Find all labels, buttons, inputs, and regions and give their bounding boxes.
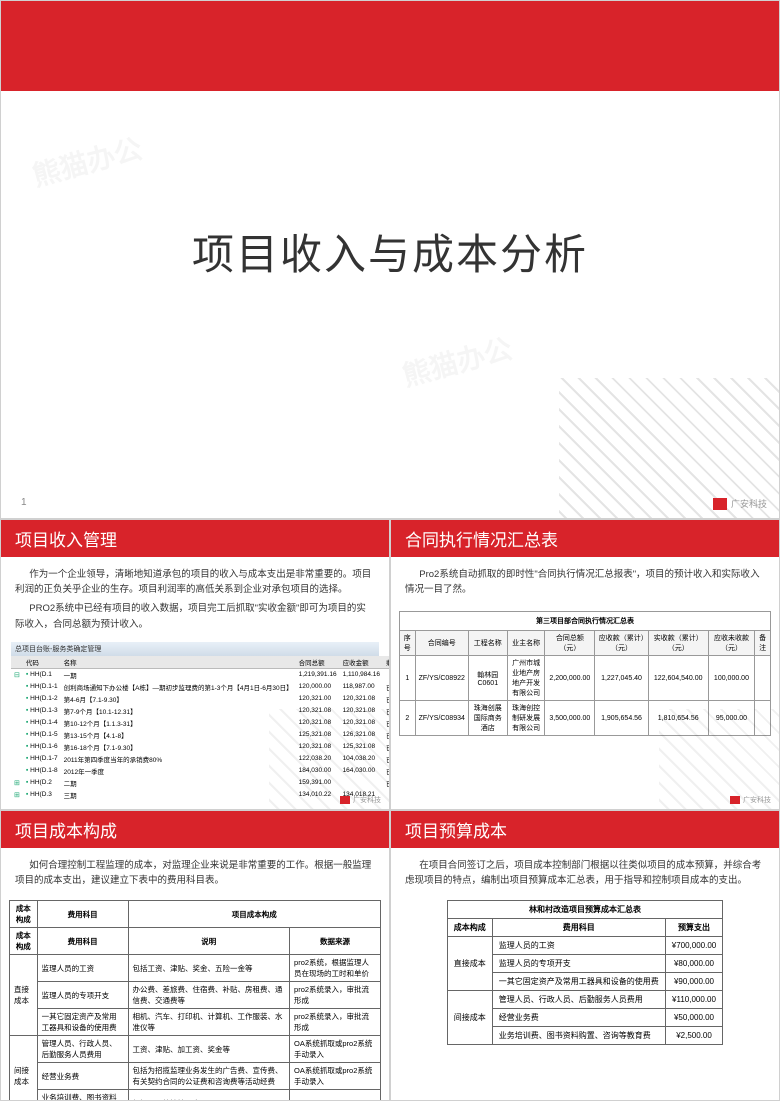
paragraph: PRO2系统中已经有项目的收入数据，项目完工后抓取"实收金额"即可为项目的实际收… [15,601,375,631]
logo-text: 广安科技 [731,497,767,510]
table-caption: 第三项目部合同执行情况汇总表 [400,612,771,631]
table-caption: 林和村改造项目预算成本汇总表 [447,901,723,919]
paragraph: 在项目合同签订之后，项目成本控制部门根据以往类似项目的成本预算，并综合考虑现项目… [405,858,765,888]
table-header-row: 序号 合同编号 工程名称 业主名称 合同总额（元） 应收款（累计）（元） 实收款… [400,631,771,656]
watermark: 熊猫办公 [28,127,147,195]
logo-icon [340,796,350,804]
brand-logo: 广安科技 [730,795,771,805]
table-row: 经营业务费包括为招揽监理业务发生的广告费、宣传费、有关契约合同的公证费和咨询费等… [10,1063,381,1090]
table-row: 一其它固定资产及常用工器具和设备的使用费相机、汽车、打印机、计算机、工作服装、水… [10,1009,381,1036]
paragraph: Pro2系统自动抓取的即时性"合同执行情况汇总报表"，项目的预计收入和实际收入情… [405,567,765,597]
slide-cost-structure: 项目成本构成 如何合理控制工程监理的成本，对监理企业来说是非常重要的工作。根据一… [0,810,390,1101]
paragraph: 如何合理控制工程监理的成本，对监理企业来说是非常重要的工作。根据一般监理项目的成… [15,858,375,888]
brand-logo: 广安科技 [713,497,767,510]
table-row: 业务培训费、图书资料购置、咨询等教育费根据项目特性性开支 [10,1090,381,1101]
section-title: 合同执行情况汇总表 [391,520,779,557]
table-row: ⊟▪ HH(D.1一期1,219,391.161,110,984.16 [11,668,390,681]
table-row: ▪ HH(D.1-2第4-6月【7.1-9.30】120,321.00120,3… [11,693,390,705]
paragraph: 作为一个企业领导，清晰地知道承包的项目的收入与成本支出是非常重要的。项目利润的正… [15,567,375,597]
widget-title: 总项目台账-服务类确定管理 [15,644,101,654]
table-row: 间接成本管理人员、行政人员、后勤服务人员费用¥110,000.00 [447,991,723,1009]
section-body: 如何合理控制工程监理的成本，对监理企业来说是非常重要的工作。根据一般监理项目的成… [1,848,389,898]
watermark: 熊猫办公 [398,327,517,395]
section-title: 项目成本构成 [1,811,389,848]
table-row: 监理人员的专项开支办公费、差旅费、住宿费、补贴、房租费、通信费、交通费等pro2… [10,982,381,1009]
budget-cost-table: 林和村改造项目预算成本汇总表 成本构成 费用科目 预算支出 直接成本监理人员的工… [447,900,724,1045]
table-row: ▪ HH(D.1-1创利商场通知下办公楼【A栋】—期初步监理费的第1-3个月【4… [11,681,390,693]
section-body: Pro2系统自动抓取的即时性"合同执行情况汇总报表"，项目的预计收入和实际收入情… [391,557,779,607]
table-row: 间接成本管理人员、行政人员、后勤服务人员费用工资、津贴、加工资、奖金等OA系统抓… [10,1036,381,1063]
slide-contract-summary: 合同执行情况汇总表 Pro2系统自动抓取的即时性"合同执行情况汇总报表"，项目的… [390,519,780,810]
header-red-bar [1,1,779,91]
slide-income-management: 项目收入管理 作为一个企业领导，清晰地知道承包的项目的收入与成本支出是非常重要的… [0,519,390,810]
title-slide: 熊猫办公 熊猫办公 项目收入与成本分析 1 广安科技 [0,0,780,519]
table-row: 直接成本监理人员的工资¥700,000.00 [447,937,723,955]
table-row: 直接成本监理人员的工资包括工资、津贴、奖金、五险一金等pro2系统，根据监理人员… [10,955,381,982]
table-header-row: 成本构成 费用科目 说明 数据来源 [10,928,381,955]
table-header-row: 成本构成 费用科目 预算支出 [447,919,723,937]
section-title: 项目预算成本 [391,811,779,848]
section-body: 作为一个企业领导，清晰地知道承包的项目的收入与成本支出是非常重要的。项目利润的正… [1,557,389,642]
logo-icon [713,498,727,510]
brand-logo: 广安科技 [340,795,381,805]
slide-budget-cost: 项目预算成本 在项目合同签订之后，项目成本控制部门根据以往类似项目的成本预算，并… [390,810,780,1101]
cost-composition-table: 成本构成费用科目项目成本构成 成本构成 费用科目 说明 数据来源 直接成本监理人… [9,900,381,1101]
main-title: 项目收入与成本分析 [1,221,779,282]
page-number: 1 [21,497,27,508]
table-row: 1ZF/YS/C08922翰林园C0601广州市城业地产房地产开发有限公司2,2… [400,656,771,701]
widget-toolbar: 总项目台账-服务类确定管理 [11,642,379,656]
table-header-row: 代码名称合同总额应收金额剩余合同金额所属部门 [11,656,390,669]
section-title: 项目收入管理 [1,520,389,557]
logo-icon [730,796,740,804]
section-body: 在项目合同签订之后，项目成本控制部门根据以往类似项目的成本预算，并综合考虑现项目… [391,848,779,898]
